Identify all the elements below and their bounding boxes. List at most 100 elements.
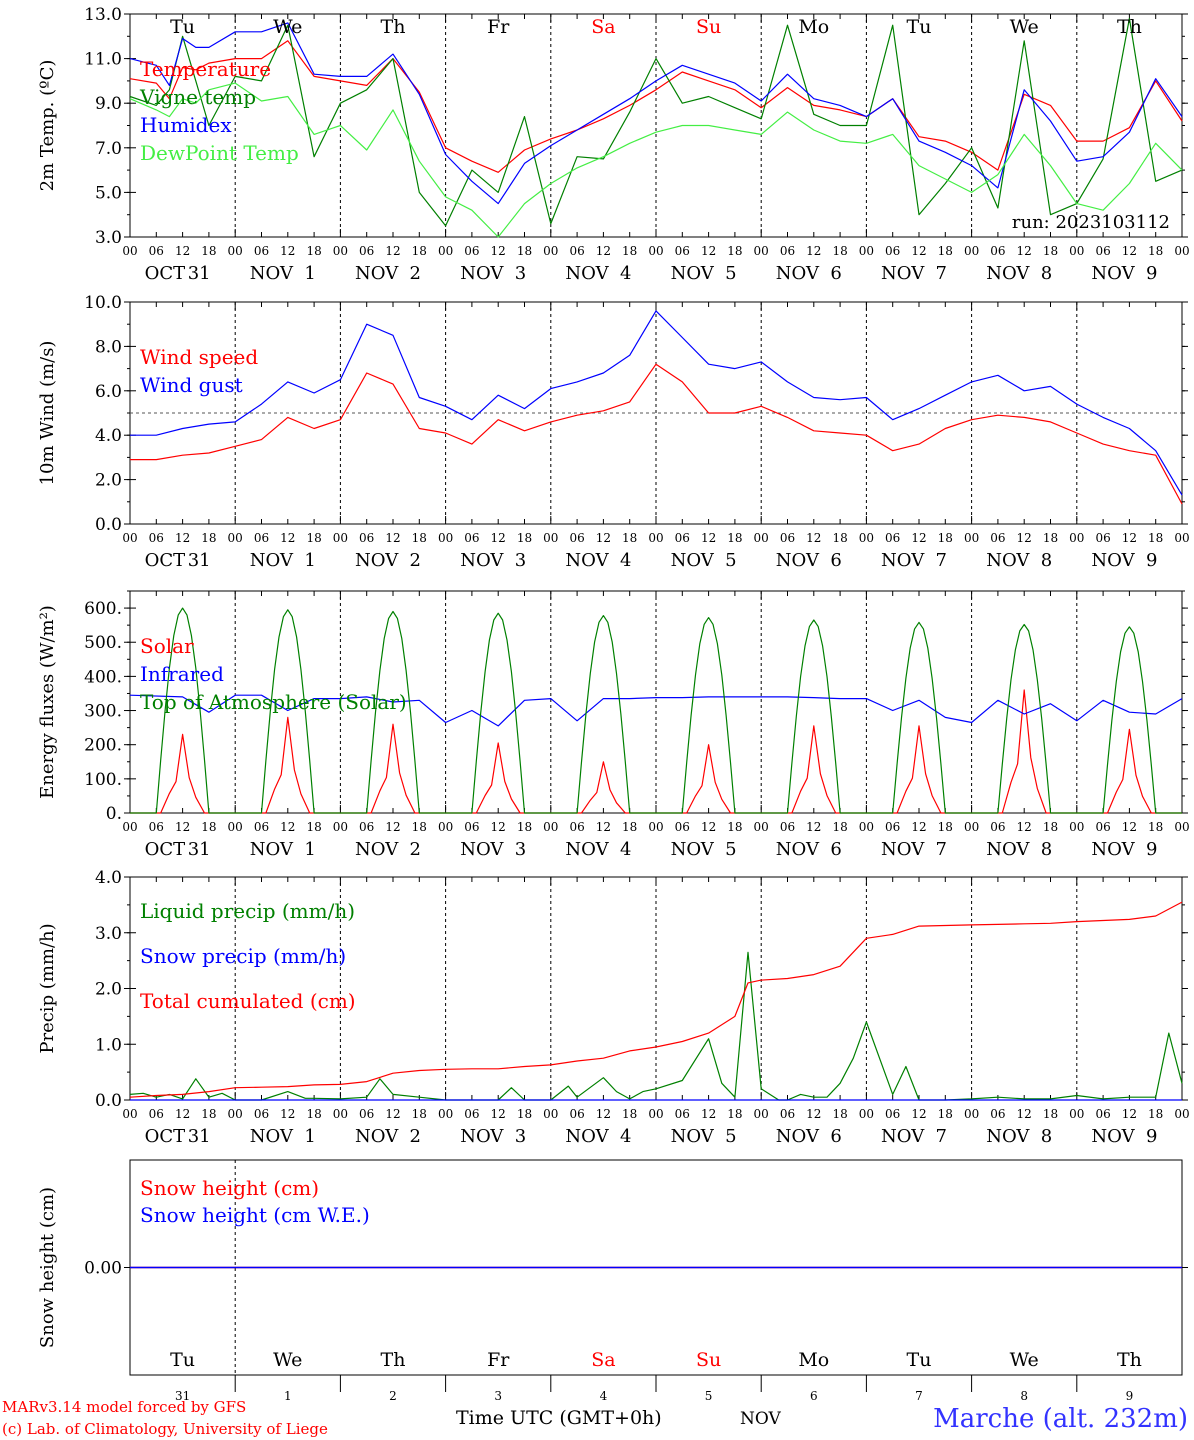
weekday-label: Th (381, 1349, 406, 1371)
x-tick-label: 12 (385, 531, 400, 545)
x-tick-label: 00 (333, 1107, 348, 1121)
series-lines (129, 17, 1183, 1269)
weekday-label: We (1010, 1349, 1039, 1371)
x-tick-label: 00 (228, 531, 243, 545)
x-tick-label: 18 (1043, 531, 1058, 545)
x-tick-label: 12 (491, 820, 506, 834)
date-month-label: OCT (145, 839, 186, 860)
date-day-label: 2 (410, 550, 421, 571)
x-tick-label: 12 (701, 531, 716, 545)
date-day-label: 6 (830, 1126, 841, 1147)
day-number-label: 8 (1020, 1389, 1028, 1403)
x-tick-label: 12 (806, 244, 821, 258)
y-tick-label: 2.0 (95, 471, 122, 491)
x-tick-label: 18 (938, 820, 953, 834)
date-day-label: 3 (515, 550, 526, 571)
weekday-label: Tu (170, 1349, 195, 1371)
x-tick-label: 18 (727, 244, 742, 258)
x-tick-label: 12 (806, 1107, 821, 1121)
date-month-label: NOV (460, 550, 504, 571)
x-tick-label: 12 (1122, 531, 1137, 545)
date-month-label: NOV (1091, 1126, 1135, 1147)
x-tick-label: 12 (806, 531, 821, 545)
date-day-label: 4 (620, 550, 631, 571)
x-tick-label: 12 (806, 820, 821, 834)
x-tick-label: 06 (675, 531, 690, 545)
x-tick-label: 00 (964, 531, 979, 545)
x-tick-label: 06 (990, 1107, 1005, 1121)
x-tick-label: 18 (412, 244, 427, 258)
x-tick-label: 12 (596, 1107, 611, 1121)
x-tick-label: 12 (1017, 531, 1032, 545)
date-month-label: OCT (145, 1126, 186, 1147)
date-month-label: NOV (776, 263, 820, 284)
date-month-label: NOV (355, 1126, 399, 1147)
x-tick-label: 06 (780, 1107, 795, 1121)
series-line-total-cumulated-cm (129, 901, 1183, 1098)
date-day-label: 2 (410, 1126, 421, 1147)
x-tick-label: 18 (201, 531, 216, 545)
x-tick-label: 00 (543, 820, 558, 834)
x-tick-label: 18 (306, 244, 321, 258)
date-day-label: 9 (1146, 1126, 1157, 1147)
x-tick-label: 18 (1043, 244, 1058, 258)
x-tick-label: 12 (911, 820, 926, 834)
x-tick-label: 00 (1069, 244, 1084, 258)
x-tick-label: 12 (1017, 820, 1032, 834)
x-tick-label: 12 (385, 244, 400, 258)
x-tick-label: 18 (1148, 244, 1163, 258)
date-day-label: 6 (830, 263, 841, 284)
x-tick-label: 06 (885, 820, 900, 834)
x-tick-label: 06 (569, 1107, 584, 1121)
x-tick-label: 12 (280, 1107, 295, 1121)
x-tick-label: 06 (464, 531, 479, 545)
legend-entry: Infrared (140, 662, 224, 686)
date-day-label: 31 (188, 1126, 211, 1147)
x-tick-label: 06 (149, 531, 164, 545)
y-axis-label: Snow height (cm) (37, 1187, 58, 1348)
x-tick-label: 00 (859, 531, 874, 545)
date-month-label: NOV (565, 550, 609, 571)
y-tick-label: 4.0 (95, 868, 122, 888)
x-tick-label: 00 (1174, 1107, 1189, 1121)
day-number-label: 5 (705, 1389, 713, 1403)
x-tick-label: 00 (122, 820, 137, 834)
date-month-label: NOV (881, 1126, 925, 1147)
weekday-label: We (273, 16, 302, 38)
date-day-label: 5 (725, 1126, 736, 1147)
date-month-label: NOV (881, 839, 925, 860)
weekday-label: Fr (487, 1349, 510, 1371)
date-day-label: 1 (304, 263, 315, 284)
y-tick-label: 100. (84, 770, 122, 790)
date-month-label: NOV (1091, 839, 1135, 860)
x-tick-label: 06 (464, 244, 479, 258)
date-month-label: NOV (671, 263, 715, 284)
panel-frames (124, 13, 1188, 1392)
date-month-label: NOV (671, 1126, 715, 1147)
legend-entry: Snow height (cm) (140, 1176, 319, 1200)
x-tick-label: 12 (175, 1107, 190, 1121)
x-tick-label: 18 (727, 820, 742, 834)
y-axis-label: 2m Temp. (ºC) (37, 60, 58, 192)
date-month-label: NOV (250, 263, 294, 284)
x-tick-label: 18 (306, 820, 321, 834)
day-number-label: 31 (175, 1389, 190, 1403)
y-tick-label: 13.0 (84, 5, 122, 25)
date-day-label: 3 (515, 263, 526, 284)
date-day-label: 4 (620, 263, 631, 284)
weekday-label: Sa (591, 1349, 615, 1371)
x-tick-label: 12 (1122, 244, 1137, 258)
x-tick-label: 06 (569, 531, 584, 545)
x-tick-label: 12 (491, 1107, 506, 1121)
legend-entry: DewPoint Temp (140, 141, 299, 165)
x-tick-label: 00 (1174, 244, 1189, 258)
x-tick-label: 18 (201, 244, 216, 258)
date-month-label: NOV (986, 263, 1030, 284)
x-tick-label: 00 (122, 244, 137, 258)
x-tick-label: 18 (622, 531, 637, 545)
x-tick-label: 06 (254, 1107, 269, 1121)
y-tick-label: 1.0 (95, 1035, 122, 1055)
x-tick-label: 00 (438, 531, 453, 545)
weekday-label: Sa (591, 16, 615, 38)
day-number-label: 1 (284, 1389, 292, 1403)
